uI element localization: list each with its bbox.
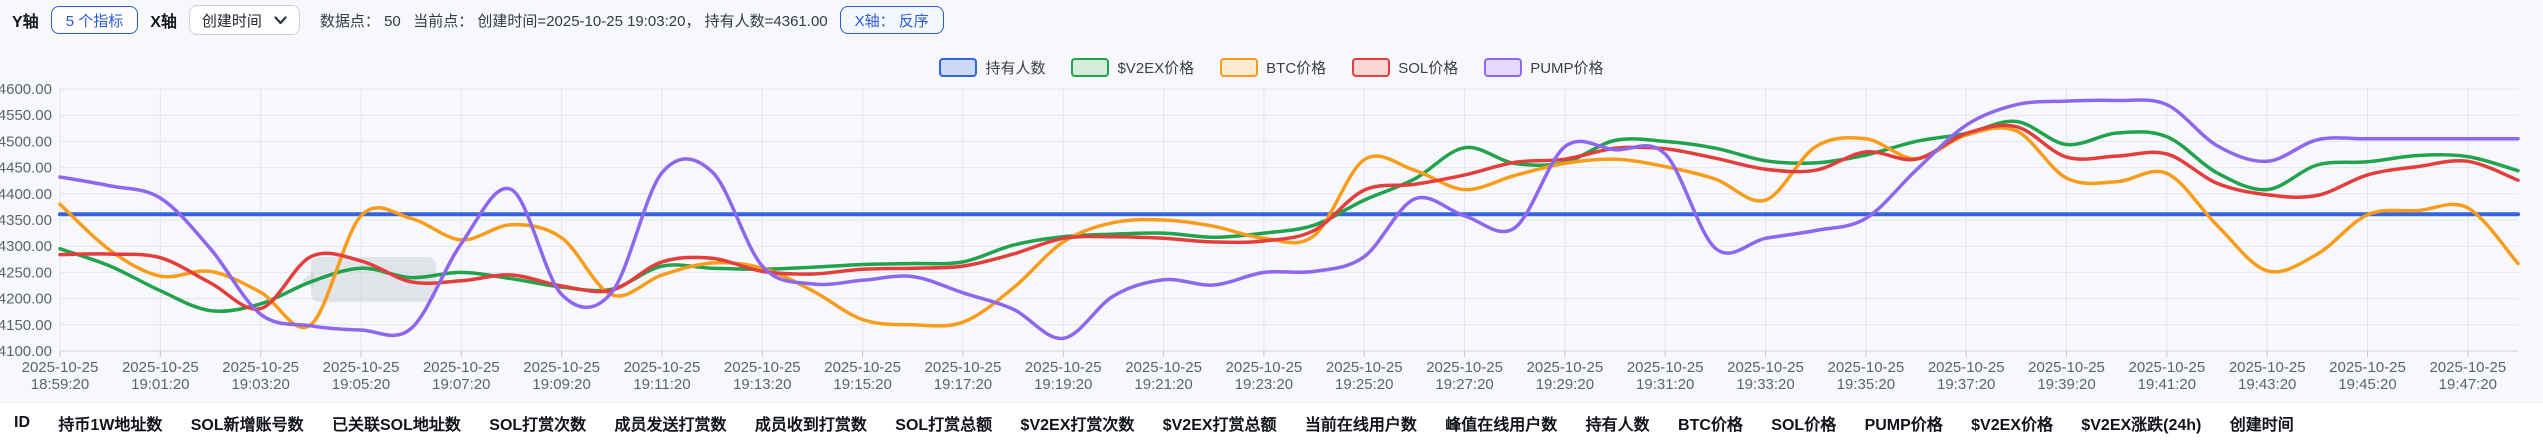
table-header-row: ID 持币1W地址数 SOL新增账号数 已关联SOL地址数 SOL打赏次数 成员发送打赏数… (0, 402, 2543, 442)
y-axis-tick-label: 4200.00 (0, 291, 52, 308)
column-header-18[interactable]: $V2EX涨跌(24h) (2081, 411, 2201, 435)
column-header-12[interactable]: 峰值在线用户数 (1445, 411, 1557, 435)
column-header-11[interactable]: 当前在线用户数 (1305, 411, 1417, 435)
column-header-8[interactable]: SOL打赏总额 (895, 411, 992, 435)
column-header-5[interactable]: SOL打赏次数 (489, 411, 586, 435)
legend-label: BTC价格 (1266, 57, 1326, 78)
column-header-19[interactable]: 创建时间 (2230, 411, 2294, 435)
legend-swatch-icon (1220, 58, 1258, 77)
x-axis-select-value: 创建时间 (202, 10, 262, 31)
column-header-1[interactable]: ID (14, 414, 30, 432)
x-axis-reverse-button[interactable]: X轴： 反序 (840, 6, 944, 34)
y-axis-tick-label: 4100.00 (0, 343, 52, 360)
legend-label: PUMP价格 (1530, 57, 1603, 78)
table-header-cells: ID 持币1W地址数 SOL新增账号数 已关联SOL地址数 SOL打赏次数 成员发送打赏数… (14, 403, 2294, 442)
y-axis-indicators-button[interactable]: 5 个指标 (51, 6, 139, 34)
y-axis-tick-label: 4300.00 (0, 238, 52, 255)
legend-label: SOL价格 (1398, 57, 1458, 78)
column-header-14[interactable]: BTC价格 (1678, 411, 1743, 435)
column-header-2[interactable]: 持币1W地址数 (58, 411, 162, 435)
column-header-17[interactable]: $V2EX价格 (1971, 411, 2053, 435)
x-axis-label: X轴 (150, 8, 177, 32)
series-line-4[interactable] (60, 125, 2518, 309)
legend-item-5[interactable]: PUMP价格 (1484, 57, 1603, 78)
column-header-13[interactable]: 持有人数 (1586, 411, 1650, 435)
legend-label: $V2EX价格 (1117, 57, 1194, 78)
y-axis-tick-label: 4600.00 (0, 81, 52, 98)
column-header-4[interactable]: 已关联SOL地址数 (332, 411, 461, 435)
y-axis-tick-label: 4450.00 (0, 160, 52, 177)
y-axis-tick-label: 4550.00 (0, 107, 52, 124)
chevron-down-icon (274, 16, 287, 25)
column-header-10[interactable]: $V2EX打赏总额 (1163, 411, 1277, 435)
y-axis-tick-label: 4250.00 (0, 264, 52, 281)
y-axis-tick-label: 4500.00 (0, 133, 52, 150)
legend-swatch-icon (939, 58, 977, 77)
column-header-9[interactable]: $V2EX打赏次数 (1021, 411, 1135, 435)
legend-item-2[interactable]: $V2EX价格 (1071, 57, 1194, 78)
toolbar: Y轴 5 个指标 X轴 创建时间 数据点： 50 当前点： 创建时间=2025-… (12, 5, 944, 35)
datapoint-info: 数据点： 50 当前点： 创建时间=2025-10-25 19:03:20， 持… (320, 10, 828, 31)
y-axis-tick-label: 4150.00 (0, 317, 52, 334)
legend-swatch-icon (1352, 58, 1390, 77)
column-header-6[interactable]: 成员发送打赏数 (615, 411, 727, 435)
x-axis-select[interactable]: 创建时间 (189, 5, 300, 35)
series-line-5[interactable] (60, 100, 2518, 339)
column-header-15[interactable]: SOL价格 (1771, 411, 1836, 435)
column-header-3[interactable]: SOL新增账号数 (191, 411, 304, 435)
legend-swatch-icon (1071, 58, 1109, 77)
y-axis-label: Y轴 (12, 8, 39, 32)
legend-item-3[interactable]: BTC价格 (1220, 57, 1326, 78)
column-header-7[interactable]: 成员收到打赏数 (755, 411, 867, 435)
column-header-16[interactable]: PUMP价格 (1865, 411, 1943, 435)
legend-item-1[interactable]: 持有人数 (939, 57, 1045, 78)
y-axis-tick-label: 4350.00 (0, 212, 52, 229)
legend-item-4[interactable]: SOL价格 (1352, 57, 1458, 78)
legend-swatch-icon (1484, 58, 1522, 77)
chart-legend: 持有人数 $V2EX价格 BTC价格 SOL价格 PUMP价格 (0, 56, 2543, 78)
legend-label: 持有人数 (985, 57, 1045, 78)
y-axis-tick-label: 4400.00 (0, 186, 52, 203)
